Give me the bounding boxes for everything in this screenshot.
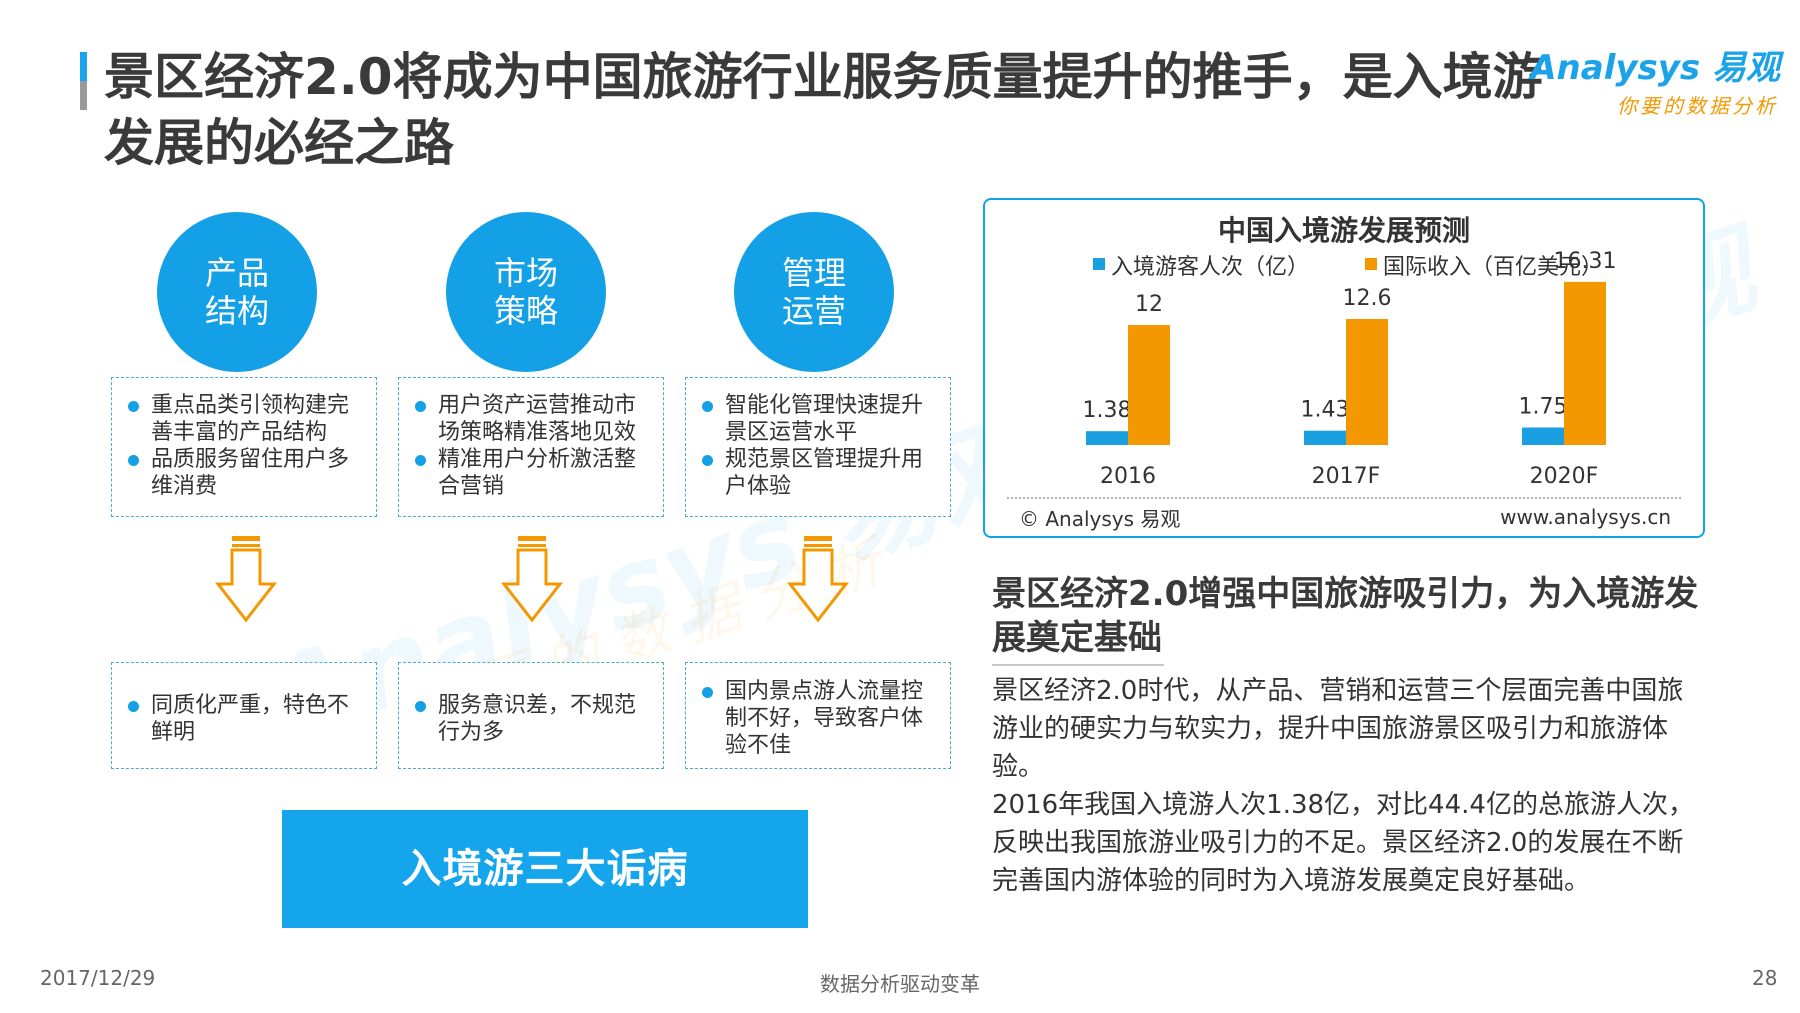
footer-slogan: 数据分析驱动变革 xyxy=(820,972,980,996)
bullet-item: 用户资产运营推动市场策略精准落地见效 xyxy=(411,392,653,446)
bullet-item: 智能化管理快速提升景区运营水平 xyxy=(698,392,940,446)
legend-label-revenue: 国际收入（百亿美元） xyxy=(1383,255,1603,280)
data-label: 1.75 xyxy=(1519,395,1568,420)
problem-item: 同质化严重，特色不鲜明 xyxy=(124,692,366,746)
x-tick-label: 2020F xyxy=(1530,464,1599,489)
chart-title: 中国入境游发展预测 xyxy=(1218,214,1470,247)
data-label: 1.38 xyxy=(1083,398,1132,423)
section-body: 景区经济2.0时代，从产品、营销和运营三个层面完善中国旅游业的硬实力与软实力，提… xyxy=(992,672,1708,900)
section-subtitle: 景区经济2.0增强中国旅游吸引力，为入境游发展奠定基础 xyxy=(992,574,1699,658)
bar-visitors-2016 xyxy=(1086,431,1128,445)
page-title: 景区经济2.0将成为中国旅游行业服务质量提升的推手，是入境游发展的必经之路 xyxy=(104,48,1543,172)
chart-source: © Analysys 易观 xyxy=(1019,507,1180,531)
down-arrow-icon xyxy=(214,536,278,623)
bar-revenue-2016 xyxy=(1128,325,1170,445)
x-tick-label: 2016 xyxy=(1100,464,1156,489)
inbound-forecast-chart: 中国入境游发展预测 入境游客人次（亿） 国际收入（百亿美元） 1.38 12 201… xyxy=(983,198,1705,538)
page-number: 28 xyxy=(1752,966,1778,990)
chart-website: www.analysys.cn xyxy=(1500,505,1671,529)
down-arrow-icon xyxy=(786,536,850,623)
title-accent-bar xyxy=(80,52,87,110)
data-label: 12.6 xyxy=(1343,286,1392,311)
problem-item: 服务意识差，不规范行为多 xyxy=(411,692,653,746)
data-label: 16.31 xyxy=(1554,249,1617,274)
logo-main-text: Analysys 易观 xyxy=(1530,48,1780,88)
x-tick-label: 2017F xyxy=(1312,464,1381,489)
legend-swatch-visitors xyxy=(1093,258,1105,270)
brand-logo: Analysys 易观 你要的数据分析 xyxy=(1530,40,1780,120)
bar-visitors-2020F xyxy=(1522,427,1564,445)
data-label: 12 xyxy=(1135,292,1163,317)
legend-label-visitors: 入境游客人次（亿） xyxy=(1111,255,1309,280)
legend-swatch-revenue xyxy=(1365,258,1377,270)
problem-item: 国内景点游人流量控制不好，导致客户体验不佳 xyxy=(698,678,940,759)
chart-legend: 入境游客人次（亿） 国际收入（百亿美元） xyxy=(1093,255,1603,280)
down-arrow-icon xyxy=(500,536,564,623)
bullet-item: 品质服务留住用户多维消费 xyxy=(124,446,366,500)
problem-box-product: 同质化严重，特色不鲜明 xyxy=(111,662,377,769)
pillar-box-market: 用户资产运营推动市场策略精准落地见效 精准用户分析激活整合营销 xyxy=(398,377,664,517)
pillar-circle-management: 管理运营 xyxy=(734,212,894,372)
data-label: 1.43 xyxy=(1301,398,1350,423)
bar-visitors-2017F xyxy=(1304,430,1346,445)
chart-canvas: 中国入境游发展预测 入境游客人次（亿） 国际收入（百亿美元） 1.38 12 201… xyxy=(1007,214,1681,531)
diagnosis-banner: 入境游三大诟病 xyxy=(282,810,808,928)
body-paragraph: 景区经济2.0时代，从产品、营销和运营三个层面完善中国旅游业的硬实力与软实力，提… xyxy=(992,676,1684,782)
problem-box-management: 国内景点游人流量控制不好，导致客户体验不佳 xyxy=(685,662,951,769)
bar-revenue-2017F xyxy=(1346,319,1388,445)
pillar-circle-product: 产品结构 xyxy=(157,212,317,372)
logo-tagline: 你要的数据分析 xyxy=(1617,94,1778,118)
pillar-circle-market: 市场策略 xyxy=(446,212,606,372)
problem-box-market: 服务意识差，不规范行为多 xyxy=(398,662,664,769)
pillar-box-product: 重点品类引领构建完善丰富的产品结构 品质服务留住用户多维消费 xyxy=(111,377,377,517)
pillar-box-management: 智能化管理快速提升景区运营水平 规范景区管理提升用户体验 xyxy=(685,377,951,517)
bullet-item: 规范景区管理提升用户体验 xyxy=(698,446,940,500)
subtitle-underline xyxy=(992,664,1164,666)
footer-date: 2017/12/29 xyxy=(40,966,156,990)
bar-revenue-2020F xyxy=(1564,281,1606,445)
bullet-item: 精准用户分析激活整合营销 xyxy=(411,446,653,500)
body-paragraph: 2016年我国入境游人次1.38亿，对比44.4亿的总旅游人次，反映出我国旅游业… xyxy=(992,790,1694,896)
bullet-item: 重点品类引领构建完善丰富的产品结构 xyxy=(124,392,366,446)
